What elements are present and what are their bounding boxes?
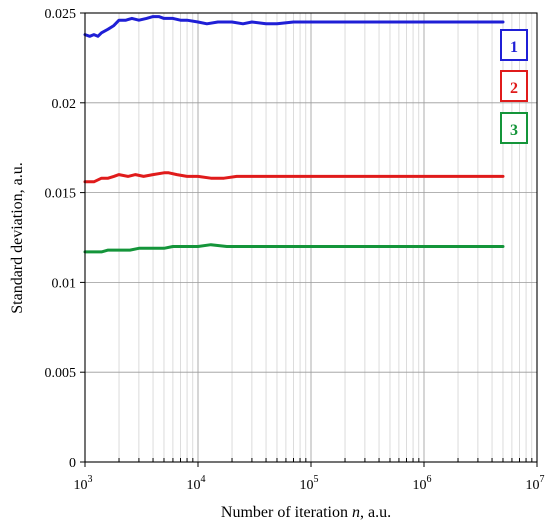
x-tick-label: 106 [413,474,432,493]
series-2-line [83,171,505,184]
y-tick-label: 0.005 [45,366,77,381]
legend-box-2 [500,70,528,102]
grid-lines [85,13,537,462]
legend: 1 2 3 [500,29,528,144]
y-tick-label: 0.015 [45,187,77,202]
series-1-line [83,15,505,38]
y-tick-label: 0 [69,456,76,471]
y-tick-label: 0.01 [52,276,77,291]
x-tick-label: 103 [74,474,93,493]
legend-box-3 [500,112,528,144]
x-tick-label: 104 [187,474,206,493]
y-tick-label: 0.025 [45,7,77,22]
axis-ticks [80,12,538,467]
x-tick-label: 107 [526,474,545,493]
legend-box-1 [500,29,528,61]
legend-label-3: 3 [510,122,518,139]
x-tick-label: 105 [300,474,319,493]
series-lines [83,15,505,254]
x-axis-tick-labels: 103 104 105 106 107 [74,474,545,493]
x-axis-title: Number of iteration n, a.u. [221,504,391,521]
legend-label-1: 1 [510,39,518,56]
y-tick-label: 0.02 [52,97,77,112]
legend-label-2: 2 [510,80,518,97]
y-axis-tick-labels: 0 0.005 0.01 0.015 0.02 0.025 [45,7,77,471]
y-axis-title: Standard deviation, a.u. [9,162,26,314]
series-3-line [83,243,505,254]
